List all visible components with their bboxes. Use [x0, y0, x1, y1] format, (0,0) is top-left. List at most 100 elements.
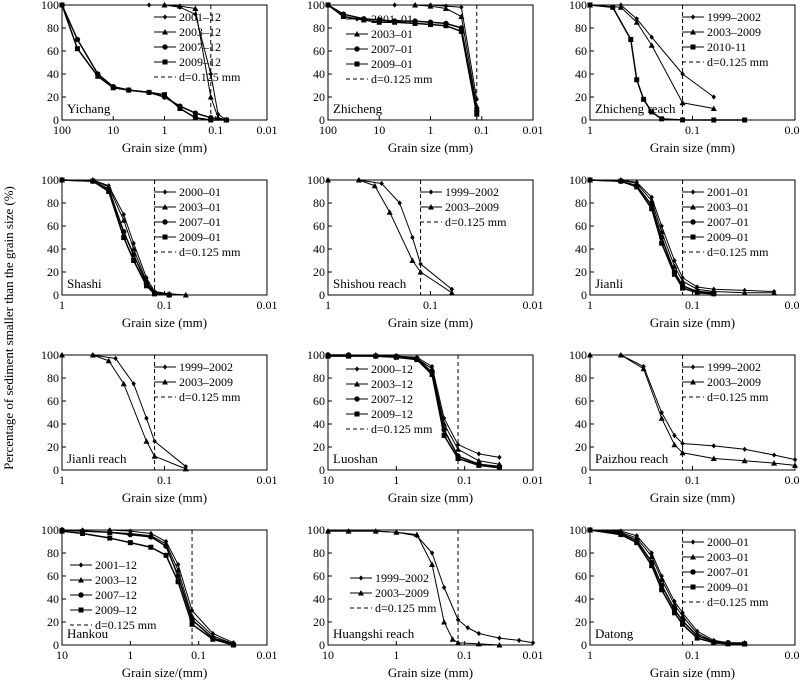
data-point: [649, 109, 655, 115]
series-2003-2009: [325, 177, 455, 296]
legend-entry-1999-2002: 1999–2002: [154, 360, 233, 374]
y-tick-label: 20: [47, 90, 59, 104]
data-point: [182, 292, 189, 298]
x-tick-label: 0.01: [785, 298, 800, 312]
y-tick-label: 40: [575, 67, 587, 81]
data-point: [633, 19, 640, 25]
legend-entry-reference: d=0.125 mm: [70, 618, 157, 632]
data-point: [386, 209, 393, 215]
x-tick-label: 0.1: [685, 648, 700, 662]
legend-label: 2009–12: [179, 55, 221, 69]
y-tick-label: 20: [313, 615, 325, 629]
y-tick-label: 0: [319, 463, 325, 477]
data-point: [634, 540, 640, 546]
x-tick-label: 0.01: [257, 123, 278, 137]
panel-zhicheng-reach: 1 0.1 0.01 0 20 40 60 80 100 Grain size (mm) Zhich…: [569, 0, 800, 155]
series-line: [328, 354, 500, 465]
y-tick-label: 20: [575, 615, 587, 629]
series-line: [590, 354, 796, 466]
legend-marker: [162, 234, 168, 240]
data-point: [131, 258, 137, 263]
panel-hankou: 10 1 0.1 0.01 0 20 40 60 80 100 Grain size/(mm) Han…: [41, 523, 278, 680]
panel-shishou-reach: 1 0.1 0.01 0 20 40 60 80 100 Grain size (mm) Shish…: [307, 173, 544, 330]
data-point: [497, 454, 502, 460]
legend-entry-2010-11: 2010-11: [682, 40, 747, 54]
legend-entry-2003-01: 2003–01: [682, 200, 749, 214]
data-point: [711, 640, 717, 646]
data-point: [110, 85, 116, 91]
data-point: [90, 178, 96, 184]
data-point: [146, 2, 152, 8]
legend-label: d=0.125 mm: [371, 422, 433, 436]
legend-label: d=0.125 mm: [179, 245, 241, 259]
x-tick-label: 0.1: [685, 123, 700, 137]
x-tick-label: 0.01: [257, 298, 278, 312]
station-label: Jianli reach: [67, 451, 127, 466]
x-tick-label: 1: [428, 123, 434, 137]
y-tick-label: 40: [313, 242, 325, 256]
x-tick-label: 10: [322, 473, 334, 487]
y-tick-label: 60: [313, 569, 325, 583]
y-tick-label: 100: [569, 173, 587, 187]
legend-entry-2000-01: 2000–01: [682, 535, 749, 549]
data-point: [443, 23, 449, 29]
legend-label: d=0.125 mm: [707, 245, 769, 259]
series-line: [590, 4, 715, 98]
series-2003-2009: [587, 2, 717, 111]
x-tick-label: 0.01: [785, 473, 800, 487]
legend-entry-reference: d=0.125 mm: [154, 245, 241, 259]
data-point: [649, 34, 654, 40]
legend-entry-2007-01: 2007–01: [682, 215, 749, 229]
data-point: [441, 619, 448, 625]
data-point: [176, 3, 183, 9]
legend-marker: [354, 46, 360, 52]
x-tick-label: 10: [107, 123, 119, 137]
data-point: [679, 613, 686, 619]
station-label: Zhicheng: [333, 101, 383, 116]
legend-entry-reference: d=0.125 mm: [682, 245, 769, 259]
y-tick-label: 60: [313, 44, 325, 58]
data-point: [412, 20, 418, 26]
x-tick-label: 1: [393, 648, 399, 662]
x-tick-label: 0.1: [191, 648, 206, 662]
data-point: [113, 355, 118, 362]
legend-entry-reference: d=0.125 mm: [154, 70, 241, 84]
data-point: [618, 178, 624, 184]
y-tick-label: 0: [319, 113, 325, 127]
y-tick-label: 100: [569, 523, 587, 537]
x-tick-label: 1: [59, 473, 65, 487]
series-2009-12: [59, 528, 236, 648]
legend-label: 1999–2002: [707, 360, 761, 374]
legend-entry-2009-01: 2009–01: [154, 230, 221, 244]
plot-frame: [327, 529, 534, 646]
legend-label: d=0.125 mm: [445, 215, 507, 229]
x-axis-label: Grain size (mm): [388, 140, 473, 155]
legend-entry-2007-01: 2007–01: [346, 42, 413, 56]
legend-entry-2003-01: 2003–01: [682, 550, 749, 564]
data-point: [152, 438, 157, 444]
data-point: [59, 352, 65, 358]
data-point: [397, 200, 402, 206]
data-point: [649, 563, 655, 569]
y-tick-label: 0: [319, 288, 325, 302]
legend-entry-1999-2002: 1999–2002: [350, 571, 429, 585]
x-axis-label: Grain size (mm): [388, 315, 473, 330]
legend-marker: [354, 411, 360, 417]
y-tick-label: 20: [47, 265, 59, 279]
data-point: [671, 441, 678, 448]
x-axis-label: Grain size (mm): [650, 140, 735, 155]
series-1999-2002: [587, 352, 798, 463]
series-line: [62, 529, 234, 644]
data-point: [455, 456, 461, 461]
series-2009-01: [587, 177, 717, 297]
data-point: [208, 71, 213, 77]
legend-label: d=0.125 mm: [371, 72, 433, 86]
data-point: [427, 3, 434, 9]
legend-marker: [354, 31, 360, 37]
data-point: [792, 462, 798, 468]
y-tick-label: 100: [307, 523, 325, 537]
data-point: [392, 19, 398, 25]
legend-entry-2003-12: 2003–12: [346, 377, 413, 391]
